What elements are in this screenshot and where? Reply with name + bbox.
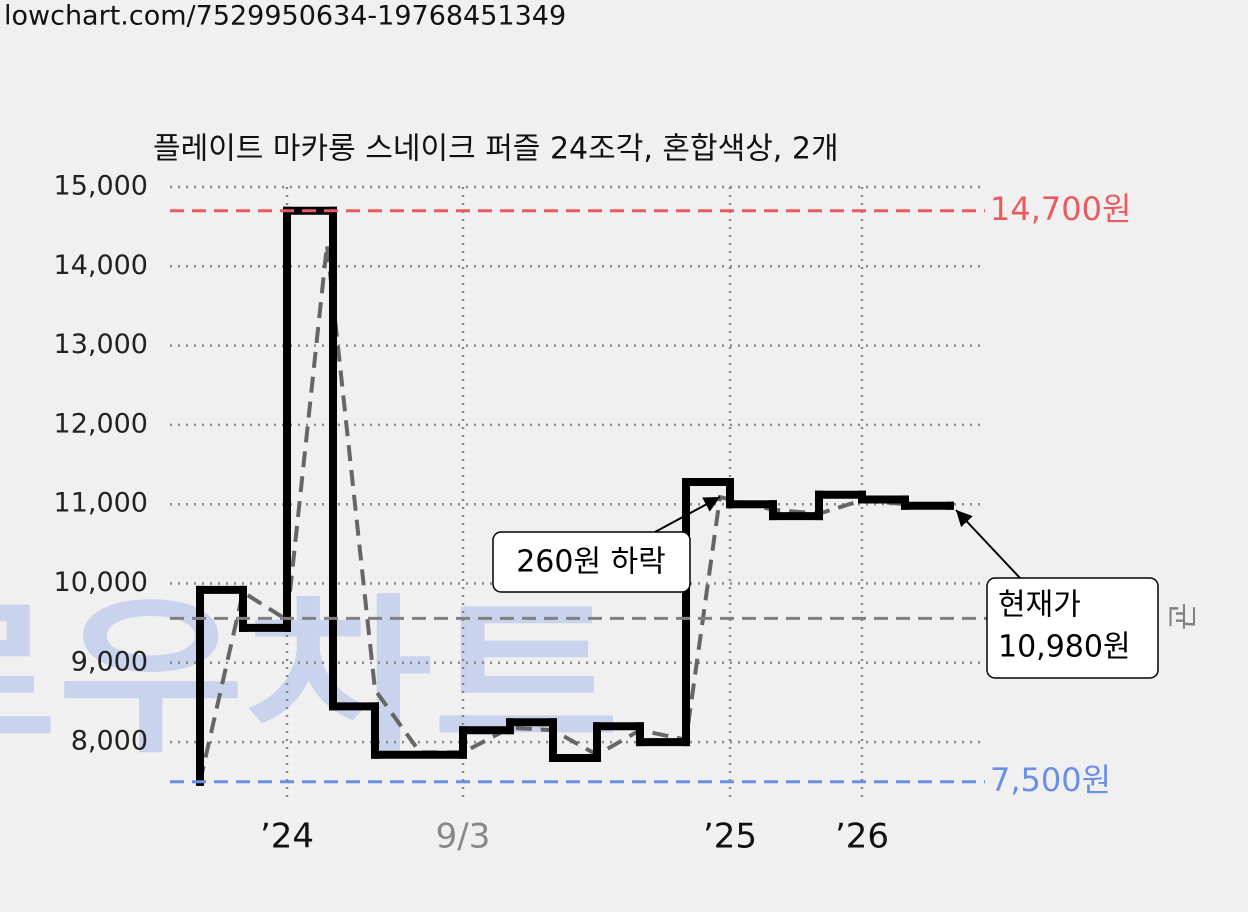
end-point	[946, 501, 954, 510]
annotation-box	[986, 577, 1159, 679]
chart-title: 플레이트 마카롱 스네이크 퍼즐 24조각, 혼합색상, 2개	[153, 132, 839, 167]
y-tick-label: 15,000	[54, 171, 148, 202]
average-line	[198, 244, 951, 783]
annotation-text: 10,980원	[998, 630, 1131, 665]
x-tick-label: ’24	[260, 817, 314, 857]
reference-label: 7,500원	[990, 761, 1111, 799]
y-tick-label: 8,000	[71, 726, 148, 757]
x-tick-label: 9/3	[436, 817, 491, 857]
url: lowchart.com/7529950634-19768451349	[4, 1, 566, 32]
reference-label: 균	[1164, 603, 1199, 631]
y-tick-label: 13,000	[54, 329, 148, 360]
reference-label: 14,700원	[990, 190, 1131, 228]
annotation-arrow	[654, 496, 721, 533]
annotation-box	[492, 531, 691, 593]
watermark: 로우차트	[0, 579, 620, 777]
y-tick-label: 11,000	[54, 488, 148, 519]
x-tick-label: ’26	[835, 817, 889, 857]
y-tick-label: 9,000	[71, 646, 148, 677]
x-tick-label: ’25	[703, 817, 757, 857]
y-tick-label: 14,000	[54, 250, 148, 281]
y-tick-label: 12,000	[54, 408, 148, 439]
annotation-text: 260원 하락	[516, 545, 666, 580]
y-tick-label: 10,000	[54, 567, 148, 598]
annotation-arrow	[955, 509, 1021, 579]
annotation-text: 현재가	[998, 588, 1081, 623]
